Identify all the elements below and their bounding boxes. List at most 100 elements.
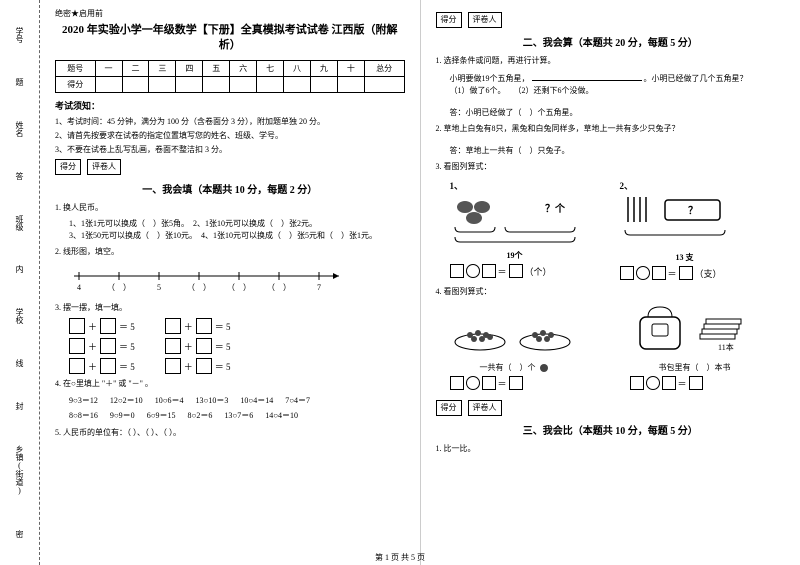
pic-label: 1、 — [450, 179, 580, 192]
box — [69, 338, 85, 354]
bag-books-diagram: 11本 — [630, 302, 760, 357]
box — [450, 264, 464, 278]
text: 。小明已经做了几个五角星？ — [644, 74, 748, 83]
svg-text:（ ）: （ ） — [187, 283, 211, 292]
title-line2: 析） — [55, 38, 405, 53]
th: 八 — [284, 60, 311, 76]
box — [620, 266, 634, 280]
svg-text:4: 4 — [77, 283, 81, 292]
pic-item: 2、 ？ 13 支 ＝（支） — [620, 179, 750, 280]
box — [69, 358, 85, 374]
scorebox: 得分 — [55, 159, 81, 175]
svg-text:（ ）: （ ） — [227, 283, 251, 292]
title-line1: 2020 年实验小学一年级数学【下册】全真模拟考试试卷 江西版（附解 — [55, 23, 405, 38]
score-table: 题号 一 二 三 四 五 六 七 八 九 十 总分 得分 — [55, 60, 405, 93]
op: 7○4＝7 — [285, 394, 310, 408]
box — [662, 376, 676, 390]
scorebox: 得分 — [436, 400, 462, 416]
subq: 3、1张50元可以换成（ ）张10元。 4、1张10元可以换成（ ）张5元和（ … — [69, 230, 405, 242]
th: 总分 — [364, 60, 404, 76]
box — [482, 264, 496, 278]
q: 5. 人民币的单位有：（ ）、（ ）、（ ）。 — [55, 427, 405, 439]
scorebox: 评卷人 — [468, 12, 502, 28]
box — [482, 376, 496, 390]
notice-head: 考试须知： — [55, 99, 405, 112]
left-column: 绝密★启用前 2020 年实验小学一年级数学【下册】全真模拟考试试卷 江西版（附… — [40, 0, 420, 565]
notice-item: 1、考试时间：45 分钟，满分为 100 分（含卷面分 3 分），附加题单独 2… — [55, 116, 405, 127]
q: 4. 在○里填上 "＋" 或 "－" 。 — [55, 378, 405, 390]
th: 一 — [95, 60, 122, 76]
pic-label: 2、 — [620, 179, 750, 192]
td — [364, 76, 404, 92]
pumpkin-diagram: ？个 — [450, 192, 580, 247]
side-band: 学号 题 姓名 答 班级 内 学校 线 封 乡镇(街道) 密 — [0, 0, 40, 565]
eq-group: ＋＝ 5 — [165, 358, 231, 374]
svg-text:5: 5 — [157, 283, 161, 292]
th: 六 — [230, 60, 257, 76]
numberline-svg: 4 （ ） 5 （ ） （ ） （ ） 7 — [69, 264, 349, 294]
q: 1. 换人民币。 — [55, 202, 405, 214]
q: 2. 草地上白兔有8只，黑兔和白兔同样多，草地上一共有多少只兔子？ — [436, 123, 786, 135]
side-sep: 封 — [14, 402, 25, 410]
op: 9○9＝0 — [110, 409, 135, 423]
label: 一共有（ ）个 — [450, 362, 580, 373]
op: 8○8＝16 — [69, 409, 98, 423]
th: 七 — [257, 60, 284, 76]
side-sep: 密 — [14, 530, 25, 538]
box-equation: ＝ — [450, 376, 580, 390]
exam-title: 2020 年实验小学一年级数学【下册】全真模拟考试试卷 江西版（附解 析） — [55, 23, 405, 54]
td — [230, 76, 257, 92]
side-label: 学号 — [14, 27, 25, 43]
unit: （个） — [525, 265, 552, 278]
blank-line — [532, 71, 642, 81]
td — [149, 76, 176, 92]
page-footer: 第 1 页 共 5 页 — [375, 552, 425, 563]
td — [310, 76, 337, 92]
td — [203, 76, 230, 92]
eq-group: ＋＝ 5 — [69, 318, 135, 334]
td — [337, 76, 364, 92]
answer-line: 答：草地上一共有（ ）只兔子。 — [450, 145, 786, 157]
number-line: 4 （ ） 5 （ ） （ ） （ ） 7 — [69, 264, 405, 296]
picture-question-row: 一共有（ ）个 ＝ 11本 书包里有（ ）本书 ＝ — [450, 302, 772, 390]
op-row: 9○3＝12 12○2＝10 10○6＝4 13○10＝3 10○4＝14 7○… — [69, 394, 405, 408]
circle — [646, 376, 660, 390]
eq-group: ＋＝ 5 — [69, 338, 135, 354]
circle — [466, 264, 480, 278]
box — [450, 376, 464, 390]
label: 书包里有（ ）本书 — [630, 362, 760, 373]
circle — [466, 376, 480, 390]
box — [165, 358, 181, 374]
op: 8○2＝6 — [188, 409, 213, 423]
side-label: 乡镇(街道) — [14, 445, 25, 495]
box — [509, 264, 523, 278]
box — [196, 338, 212, 354]
eq-row: ＋＝ 5 ＋＝ 5 — [69, 318, 391, 334]
box — [100, 338, 116, 354]
svg-text:？个: ？个 — [545, 202, 566, 215]
pencil-diagram: ？ — [620, 192, 750, 247]
unit: （支） — [695, 267, 722, 280]
side-label: 姓名 — [14, 121, 25, 137]
box — [100, 358, 116, 374]
svg-text:（ ）: （ ） — [107, 283, 131, 292]
svg-text:7: 7 — [317, 283, 321, 292]
box — [100, 318, 116, 334]
scorebox: 评卷人 — [468, 400, 502, 416]
side-sep: 题 — [14, 78, 25, 86]
td — [257, 76, 284, 92]
picture-question-row: 1、 ？个 19个 ＝（个） 2、 ？ — [450, 179, 772, 280]
box-equation: ＝ — [630, 376, 760, 390]
svg-text:11本: 11本 — [718, 342, 734, 352]
box-equation: ＝（支） — [620, 266, 750, 280]
box — [165, 318, 181, 334]
q: 3. 看图列算式： — [436, 161, 786, 173]
op: 13○10＝3 — [196, 394, 229, 408]
scorebox: 得分 — [436, 12, 462, 28]
secret-label: 绝密★启用前 — [55, 8, 405, 19]
side-sep: 答 — [14, 172, 25, 180]
subq: （1）做了6个。 （2）还剩下6个没做。 — [450, 85, 786, 97]
box-equation: ＝（个） — [450, 264, 580, 278]
scorebox: 评卷人 — [87, 159, 121, 175]
side-sep: 线 — [14, 359, 25, 367]
